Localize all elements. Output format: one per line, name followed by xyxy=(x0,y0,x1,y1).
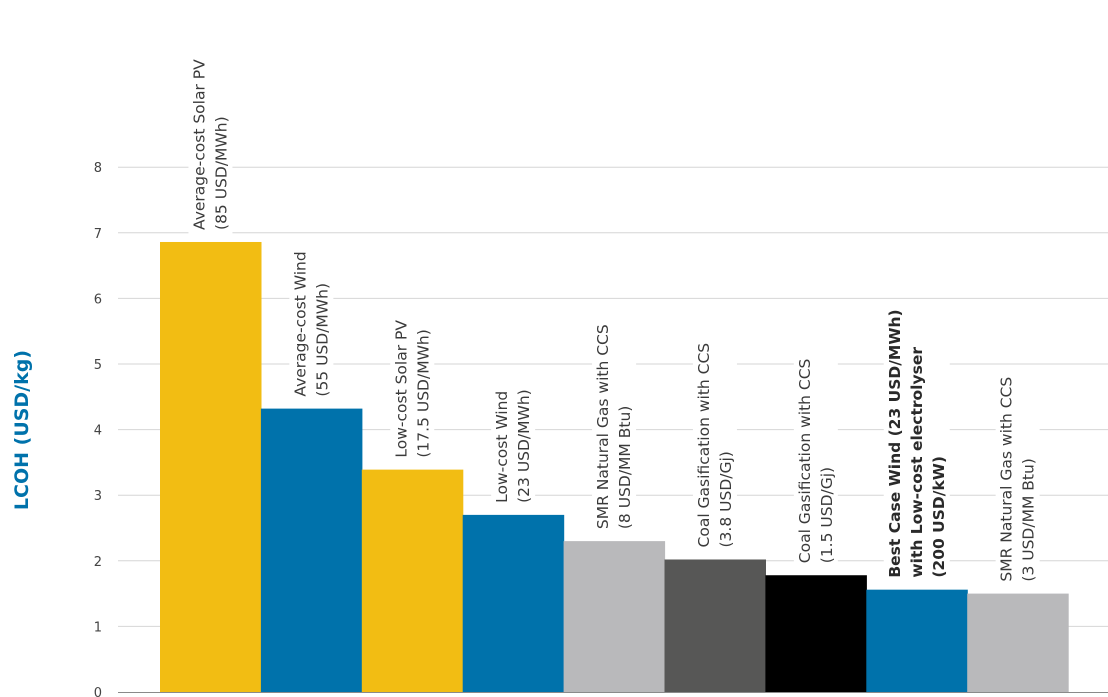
category-label-line: Low-cost Solar PV xyxy=(392,320,410,458)
bar xyxy=(361,469,464,692)
category-label-background xyxy=(995,372,1040,588)
y-tick-label: 0 xyxy=(94,686,102,697)
category-label-line: Coal Gasification with CCS xyxy=(695,343,713,548)
category-label-background xyxy=(592,320,637,536)
bar xyxy=(160,241,262,692)
category-label: SMR Natural Gas with CCS (3 USD/MM Btu) xyxy=(995,372,1040,588)
category-label-line: (23 USD/MWh) xyxy=(515,389,533,503)
category-label-line: SMR Natural Gas with CCS xyxy=(594,324,612,529)
bar xyxy=(765,575,867,692)
category-label-line: (3.8 USD/Gj) xyxy=(717,451,735,547)
y-tick-label: 6 xyxy=(94,292,102,307)
category-label-background xyxy=(692,338,737,554)
category-label-line: Coal Gasification with CCS xyxy=(796,359,814,564)
bar xyxy=(967,593,1069,692)
y-tick-label: 2 xyxy=(94,555,102,570)
category-label-line: Average-cost Wind xyxy=(291,251,309,396)
y-tick-label: 5 xyxy=(94,358,102,373)
y-tick-label: 3 xyxy=(94,489,102,504)
category-label: Average-cost Wind (55 USD/MWh) xyxy=(289,247,334,403)
category-label-line: Average-cost Solar PV xyxy=(190,59,208,230)
y-axis-label: LCOH (USD/kg) xyxy=(11,350,33,510)
category-label-line: Best Case Wind (23 USD/MWh) xyxy=(886,309,904,577)
category-label-background xyxy=(793,354,838,570)
category-label-line: (200 USD/kW) xyxy=(930,456,948,578)
bar xyxy=(563,541,666,692)
category-label-background xyxy=(289,247,334,403)
y-tick-label: 1 xyxy=(94,620,102,635)
y-tick-label: 7 xyxy=(94,227,102,242)
category-label-line: (85 USD/MWh) xyxy=(212,116,230,230)
category-label-background xyxy=(883,305,950,584)
category-labels: Average-cost Solar PV (85 USD/MWh)Average… xyxy=(188,54,1040,588)
category-label-line: (8 USD/MM Btu) xyxy=(616,406,634,529)
category-label: Best Case Wind (23 USD/MWh) with Low-cost… xyxy=(883,305,950,584)
y-axis-ticks: 0 1 2 3 4 5 6 7 8 xyxy=(94,161,102,697)
category-label: Low-cost Solar PV (17.5 USD/MWh) xyxy=(390,315,435,464)
bar xyxy=(260,408,363,692)
category-label-line: SMR Natural Gas with CCS xyxy=(998,377,1016,582)
category-label-line: (3 USD/MM Btu) xyxy=(1020,458,1038,581)
bars xyxy=(160,241,1069,692)
category-label-line: (55 USD/MWh) xyxy=(313,283,331,397)
bar xyxy=(462,514,565,692)
category-label-line: (17.5 USD/MWh) xyxy=(414,329,432,457)
y-tick-label: 8 xyxy=(94,161,102,176)
y-tick-label: 4 xyxy=(94,424,102,439)
bar xyxy=(866,589,968,692)
category-label: Coal Gasification with CCS (3.8 USD/Gj) xyxy=(692,338,737,554)
bar xyxy=(664,559,766,692)
category-label-background xyxy=(188,54,233,236)
category-label: Low-cost Wind (23 USD/MWh) xyxy=(491,385,536,509)
category-label-line: Low-cost Wind xyxy=(493,391,511,503)
category-label-line: with Low-cost electrolyser xyxy=(908,347,926,578)
category-label: Coal Gasification with CCS (1.5 USD/Gj) xyxy=(793,354,838,570)
category-label-background xyxy=(491,385,536,509)
category-label-background xyxy=(390,315,435,464)
category-label: Average-cost Solar PV (85 USD/MWh) xyxy=(188,54,233,236)
category-label-line: (1.5 USD/Gj) xyxy=(818,467,836,563)
category-label: SMR Natural Gas with CCS (8 USD/MM Btu) xyxy=(592,320,637,536)
